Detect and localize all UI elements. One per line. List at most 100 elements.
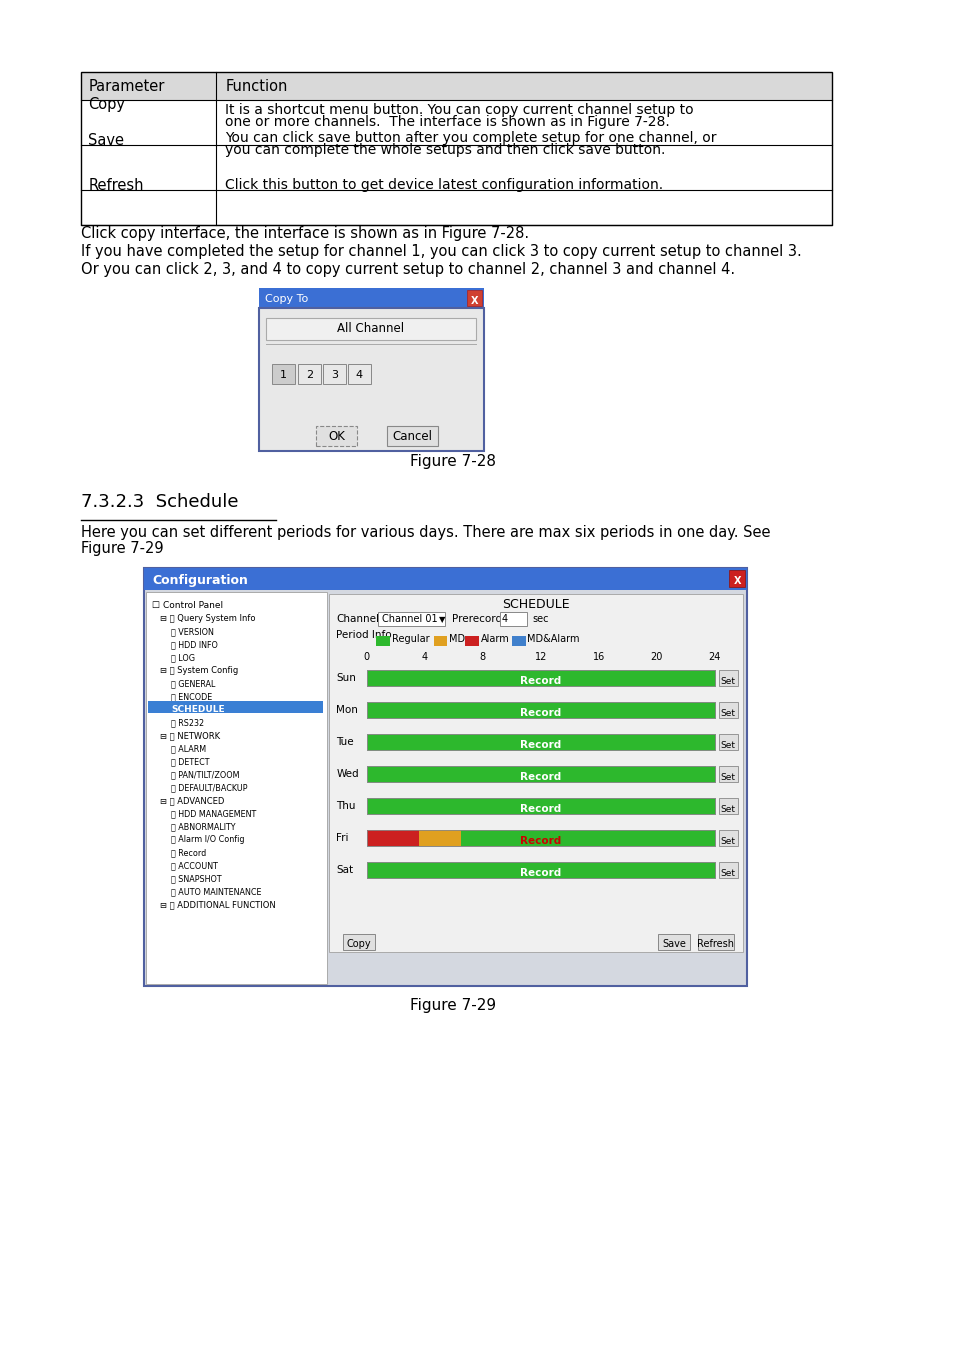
Text: Click copy interface, the interface is shown as in Figure 7-28.: Click copy interface, the interface is s…: [81, 225, 528, 242]
Text: Save: Save: [661, 940, 685, 949]
Text: Set: Set: [720, 837, 735, 845]
Text: ☐ Control Panel: ☐ Control Panel: [152, 601, 223, 610]
Text: 📄 DETECT: 📄 DETECT: [171, 757, 210, 765]
Text: 4: 4: [421, 652, 428, 662]
Text: 2: 2: [306, 370, 314, 379]
Text: SCHEDULE: SCHEDULE: [501, 598, 569, 612]
Text: ⊟ 📁 ADVANCED: ⊟ 📁 ADVANCED: [159, 796, 224, 805]
Text: 📄 RS232: 📄 RS232: [171, 718, 204, 728]
Text: Record: Record: [519, 868, 560, 878]
Bar: [367, 830, 418, 846]
Text: 📄 Alarm I/O Config: 📄 Alarm I/O Config: [171, 836, 244, 844]
Text: Record: Record: [519, 740, 560, 751]
Text: Set: Set: [720, 868, 735, 878]
Text: 4: 4: [501, 614, 507, 624]
Text: 20: 20: [650, 652, 662, 662]
Text: Function: Function: [225, 80, 288, 94]
Text: Record: Record: [519, 772, 560, 782]
Text: Channel: Channel: [336, 614, 379, 624]
Text: 📄 SNAPSHOT: 📄 SNAPSHOT: [171, 873, 221, 883]
Bar: [367, 765, 714, 782]
Text: Here you can set different periods for various days. There are max six periods i: Here you can set different periods for v…: [81, 525, 769, 540]
Bar: [657, 934, 689, 950]
Text: 📄 ENCODE: 📄 ENCODE: [171, 693, 213, 701]
Bar: [386, 427, 437, 446]
Bar: [367, 670, 714, 686]
Text: Copy To: Copy To: [265, 294, 308, 304]
Text: Set: Set: [720, 709, 735, 717]
Text: 12: 12: [534, 652, 546, 662]
Bar: [266, 319, 476, 340]
Bar: [367, 702, 714, 718]
Bar: [81, 72, 831, 100]
Bar: [460, 830, 714, 846]
Bar: [81, 72, 831, 225]
Text: Alarm: Alarm: [480, 634, 509, 644]
Text: Or you can click 2, 3, and 4 to copy current setup to channel 2, channel 3 and c: Or you can click 2, 3, and 4 to copy cur…: [81, 262, 734, 277]
Text: 📄 Record: 📄 Record: [171, 848, 206, 857]
Text: OK: OK: [328, 431, 345, 444]
Text: Refresh: Refresh: [697, 940, 734, 949]
Text: Thu: Thu: [336, 801, 355, 811]
Bar: [367, 863, 714, 878]
Text: 📄 GENERAL: 📄 GENERAL: [171, 679, 215, 688]
Text: ⊟ 📁 NETWORK: ⊟ 📁 NETWORK: [159, 730, 219, 740]
Bar: [466, 290, 481, 306]
Bar: [718, 765, 737, 782]
Bar: [718, 798, 737, 814]
Text: sec: sec: [532, 614, 548, 624]
Bar: [367, 830, 714, 846]
Text: Save: Save: [89, 134, 124, 148]
Text: Regular: Regular: [391, 634, 429, 644]
Bar: [512, 636, 525, 647]
Bar: [367, 798, 714, 814]
Bar: [465, 636, 478, 647]
Bar: [376, 636, 389, 647]
Bar: [367, 830, 714, 846]
Bar: [146, 593, 327, 984]
Text: Sun: Sun: [336, 674, 356, 683]
Text: Wed: Wed: [336, 769, 358, 779]
Text: Set: Set: [720, 805, 735, 814]
Bar: [718, 830, 737, 846]
Text: 📄 LOG: 📄 LOG: [171, 653, 194, 662]
Text: Mon: Mon: [336, 705, 358, 716]
Text: Record: Record: [519, 707, 560, 718]
Text: Figure 7-29: Figure 7-29: [81, 541, 163, 556]
Text: 📄 VERSION: 📄 VERSION: [171, 626, 213, 636]
Bar: [148, 701, 323, 713]
Bar: [258, 288, 483, 308]
Bar: [144, 568, 746, 590]
Text: Copy: Copy: [89, 96, 125, 112]
Text: 1: 1: [279, 370, 287, 379]
Text: 📄 AUTO MAINTENANCE: 📄 AUTO MAINTENANCE: [171, 887, 261, 896]
Text: Set: Set: [720, 676, 735, 686]
Bar: [367, 670, 714, 686]
Text: Cancel: Cancel: [392, 431, 432, 444]
Text: 📄 ACCOUNT: 📄 ACCOUNT: [171, 861, 217, 869]
Bar: [348, 364, 371, 383]
Text: Copy: Copy: [347, 940, 371, 949]
Text: Figure 7-29: Figure 7-29: [410, 998, 496, 1012]
Text: 0: 0: [363, 652, 370, 662]
Text: Record: Record: [519, 676, 560, 686]
Text: MD&Alarm: MD&Alarm: [527, 634, 579, 644]
Bar: [418, 830, 460, 846]
Bar: [144, 568, 746, 986]
Text: ⊟ 📁 Query System Info: ⊟ 📁 Query System Info: [159, 614, 254, 622]
Bar: [272, 364, 294, 383]
Text: X: X: [470, 296, 477, 306]
Text: 📄 PAN/TILT/ZOOM: 📄 PAN/TILT/ZOOM: [171, 769, 239, 779]
Text: Refresh: Refresh: [89, 178, 144, 193]
Text: Fri: Fri: [336, 833, 349, 842]
Text: Configuration: Configuration: [152, 574, 248, 587]
Text: 📄 ABNORMALITY: 📄 ABNORMALITY: [171, 822, 235, 832]
Text: X: X: [733, 576, 740, 586]
Text: one or more channels.  The interface is shown as in Figure 7-28.: one or more channels. The interface is s…: [225, 115, 670, 130]
Text: 📄 HDD MANAGEMENT: 📄 HDD MANAGEMENT: [171, 809, 256, 818]
Text: MD: MD: [449, 634, 465, 644]
Bar: [367, 798, 714, 814]
Bar: [378, 612, 444, 626]
Text: 7.3.2.3  Schedule: 7.3.2.3 Schedule: [81, 493, 238, 512]
Bar: [323, 364, 346, 383]
